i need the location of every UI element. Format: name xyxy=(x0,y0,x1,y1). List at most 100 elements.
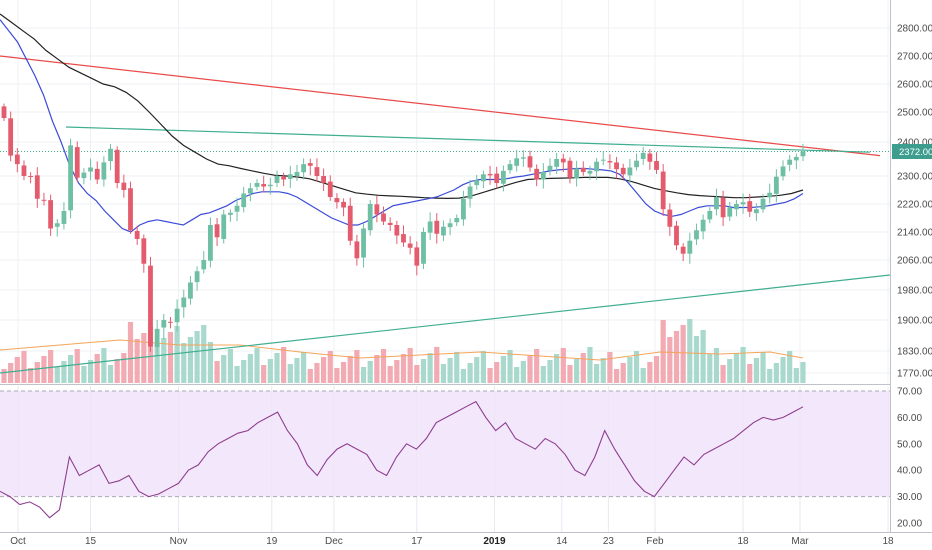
candle-body xyxy=(594,161,599,172)
volume-bar xyxy=(740,347,746,383)
volume-bar xyxy=(294,358,300,383)
candle-body xyxy=(48,200,54,229)
candles xyxy=(1,103,806,355)
volume-bar xyxy=(480,351,486,383)
candle-body xyxy=(168,321,173,323)
candle-body xyxy=(481,174,486,182)
volume-bar xyxy=(713,348,720,383)
volume-bar xyxy=(367,361,373,383)
candle-body xyxy=(441,226,446,236)
volume-bar xyxy=(147,327,154,383)
time-tick-label: Feb xyxy=(646,536,664,547)
volume-bar xyxy=(187,337,194,383)
volume-bar xyxy=(340,362,347,383)
candle-body xyxy=(227,212,233,215)
volume-bar xyxy=(440,364,447,383)
volume-bar xyxy=(174,326,180,383)
volume-bar xyxy=(314,363,320,383)
moving-average-slow xyxy=(0,13,804,200)
candle-body xyxy=(800,151,806,157)
volume-bar xyxy=(420,359,427,383)
candle-body xyxy=(141,238,147,264)
volume-bar xyxy=(261,365,267,383)
candle-body xyxy=(474,180,480,186)
candle-body xyxy=(334,198,340,203)
price-tick-label: 1900.00 xyxy=(897,316,932,327)
volume-bar xyxy=(48,350,54,383)
volume-bar xyxy=(673,331,680,383)
candle-body xyxy=(394,225,400,236)
volume-bar xyxy=(607,352,613,383)
trendline-lower xyxy=(0,274,891,374)
volume-bar xyxy=(154,344,160,383)
volume-bar xyxy=(647,362,653,383)
candle-body xyxy=(21,165,27,176)
volume-bar xyxy=(520,361,526,383)
time-tick-label: Nov xyxy=(170,536,188,547)
candle-body xyxy=(314,167,320,176)
candle-body xyxy=(687,240,693,254)
candle-body xyxy=(128,188,133,231)
volume-bar xyxy=(387,366,393,383)
candle-body xyxy=(281,176,287,180)
time-tick-label: 2019 xyxy=(483,536,506,547)
volume-bar xyxy=(534,349,540,383)
rsi-axis[interactable]: 70.00 60.00 50.00 40.00 30.00 20.00 xyxy=(897,387,922,530)
volume-bar xyxy=(114,359,120,383)
candle-body xyxy=(734,204,739,210)
volume-bar xyxy=(494,362,500,383)
volume-bar xyxy=(687,319,693,383)
trendline-upper xyxy=(65,126,871,153)
candle-body xyxy=(634,160,639,168)
volume-bar xyxy=(307,369,313,383)
candle-body xyxy=(574,168,580,179)
candle-body xyxy=(534,168,540,180)
volume-bar xyxy=(667,337,673,383)
candle-body xyxy=(341,201,346,208)
volume-bar xyxy=(540,366,546,383)
candle-body xyxy=(108,148,113,162)
volume-bar xyxy=(254,348,260,383)
candle-body xyxy=(114,149,120,183)
volume-bar xyxy=(627,357,633,383)
volume-bar xyxy=(281,347,287,383)
candle-body xyxy=(620,167,626,175)
candle-body xyxy=(321,176,326,183)
time-tick-label: 14 xyxy=(556,536,568,547)
volume-bar xyxy=(567,365,573,383)
candle-body xyxy=(787,159,793,165)
candle-body xyxy=(647,153,653,162)
time-axis[interactable]: Oct 15 Nov 19 Dec 17 2019 14 23 Feb 18 Mar 18 xyxy=(10,536,894,547)
volume-bar xyxy=(121,353,127,383)
price-axis[interactable]: 2800.00 2700.00 2600.00 2500.00 2400.00 2300.… xyxy=(897,24,932,380)
candle-body xyxy=(267,184,273,187)
volume-bar xyxy=(707,354,713,383)
volume-bar xyxy=(61,361,67,383)
candle-body xyxy=(301,164,307,173)
volume-bar xyxy=(107,365,114,383)
volume-bar xyxy=(134,339,140,383)
volume-bar xyxy=(467,363,473,383)
volume-bar xyxy=(81,366,87,383)
volume-bar xyxy=(434,347,440,383)
candle-body xyxy=(660,171,666,210)
candle-body xyxy=(254,183,260,187)
candle-body xyxy=(208,225,213,261)
candle-body xyxy=(287,174,293,179)
volume-bar xyxy=(54,367,60,383)
volume-bar xyxy=(201,325,207,383)
candle-body xyxy=(414,247,420,266)
candle-body xyxy=(154,328,160,348)
candle-body xyxy=(28,176,34,177)
candle-body xyxy=(780,166,786,177)
volume-moving-average xyxy=(0,339,804,361)
volume-bar xyxy=(380,349,387,383)
price-grid xyxy=(0,0,890,383)
volume-bar xyxy=(1,369,7,383)
volume-bar xyxy=(593,364,600,383)
volume-bar xyxy=(787,351,793,383)
candle-body xyxy=(74,147,80,178)
volume-bar xyxy=(194,331,200,383)
candle-body xyxy=(694,230,699,240)
